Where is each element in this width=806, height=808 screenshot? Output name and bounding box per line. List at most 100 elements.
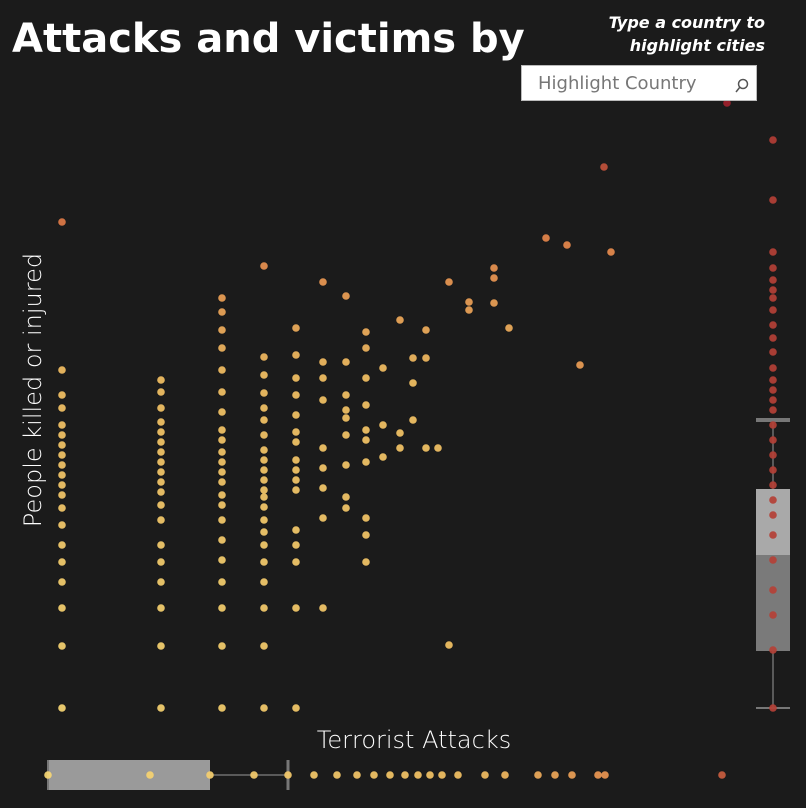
point: [292, 351, 300, 359]
point: [769, 586, 777, 594]
point: [218, 408, 226, 416]
point: [260, 371, 268, 379]
point: [319, 444, 327, 452]
point: [58, 491, 66, 499]
point: [218, 366, 226, 374]
point: [319, 484, 327, 492]
x-marginal-point: [250, 771, 258, 779]
y-box-lower: [756, 555, 790, 651]
point: [58, 441, 66, 449]
point: [379, 453, 387, 461]
point: [342, 406, 350, 414]
point: [292, 466, 300, 474]
point: [505, 324, 513, 332]
point: [157, 578, 165, 586]
point: [362, 458, 370, 466]
point: [218, 536, 226, 544]
point: [260, 416, 268, 424]
point: [769, 531, 777, 539]
point: [723, 99, 731, 107]
x-marginal-point: [353, 771, 361, 779]
point: [769, 276, 777, 284]
point: [362, 401, 370, 409]
point: [396, 444, 404, 452]
point: [260, 389, 268, 397]
point: [157, 604, 165, 612]
point: [319, 374, 327, 382]
point: [260, 404, 268, 412]
x-marginal-point: [44, 771, 52, 779]
point: [58, 218, 66, 226]
point: [58, 391, 66, 399]
point: [542, 234, 550, 242]
point: [260, 642, 268, 650]
point: [58, 431, 66, 439]
x-marginal-point: [718, 771, 726, 779]
point: [342, 493, 350, 501]
point: [58, 421, 66, 429]
x-marginal-point: [284, 771, 292, 779]
point: [362, 514, 370, 522]
point: [218, 478, 226, 486]
point: [260, 704, 268, 712]
point: [292, 541, 300, 549]
point: [218, 458, 226, 466]
point: [292, 558, 300, 566]
x-marginal-point: [401, 771, 409, 779]
point: [157, 448, 165, 456]
x-axis-label: Terrorist Attacks: [317, 726, 511, 754]
point: [260, 516, 268, 524]
point: [58, 366, 66, 374]
point: [218, 308, 226, 316]
point: [769, 611, 777, 619]
point: [292, 391, 300, 399]
hint: highlight cities: [630, 36, 765, 55]
point: [769, 436, 777, 444]
point: [465, 306, 473, 314]
point: [769, 136, 777, 144]
point: [342, 292, 350, 300]
point: [260, 431, 268, 439]
point: [292, 411, 300, 419]
point: [342, 461, 350, 469]
point: [319, 464, 327, 472]
point: [445, 641, 453, 649]
point: [319, 604, 327, 612]
point: [260, 486, 268, 494]
point: [157, 558, 165, 566]
point: [58, 541, 66, 549]
search-box[interactable]: Highlight Country: [521, 65, 757, 101]
point: [434, 444, 442, 452]
point: [218, 468, 226, 476]
point: [319, 396, 327, 404]
point: [396, 316, 404, 324]
point: [769, 511, 777, 519]
point: [58, 461, 66, 469]
point: [218, 326, 226, 334]
point: [58, 504, 66, 512]
point: [342, 358, 350, 366]
x-marginal-point: [454, 771, 462, 779]
point: [292, 476, 300, 484]
x-marginal-point: [594, 771, 602, 779]
point: [260, 528, 268, 536]
point: [600, 163, 608, 171]
point: [260, 541, 268, 549]
point: [218, 436, 226, 444]
point: [422, 326, 430, 334]
point: [379, 364, 387, 372]
point: [409, 379, 417, 387]
x-marginal-point: [370, 771, 378, 779]
point: [769, 264, 777, 272]
point: [58, 604, 66, 612]
point: [157, 541, 165, 549]
point: [157, 458, 165, 466]
point: [58, 642, 66, 650]
point: [157, 516, 165, 524]
point: [769, 396, 777, 404]
point: [218, 604, 226, 612]
search-placeholder: Highlight Country: [538, 73, 697, 94]
point: [576, 361, 584, 369]
point: [563, 241, 571, 249]
